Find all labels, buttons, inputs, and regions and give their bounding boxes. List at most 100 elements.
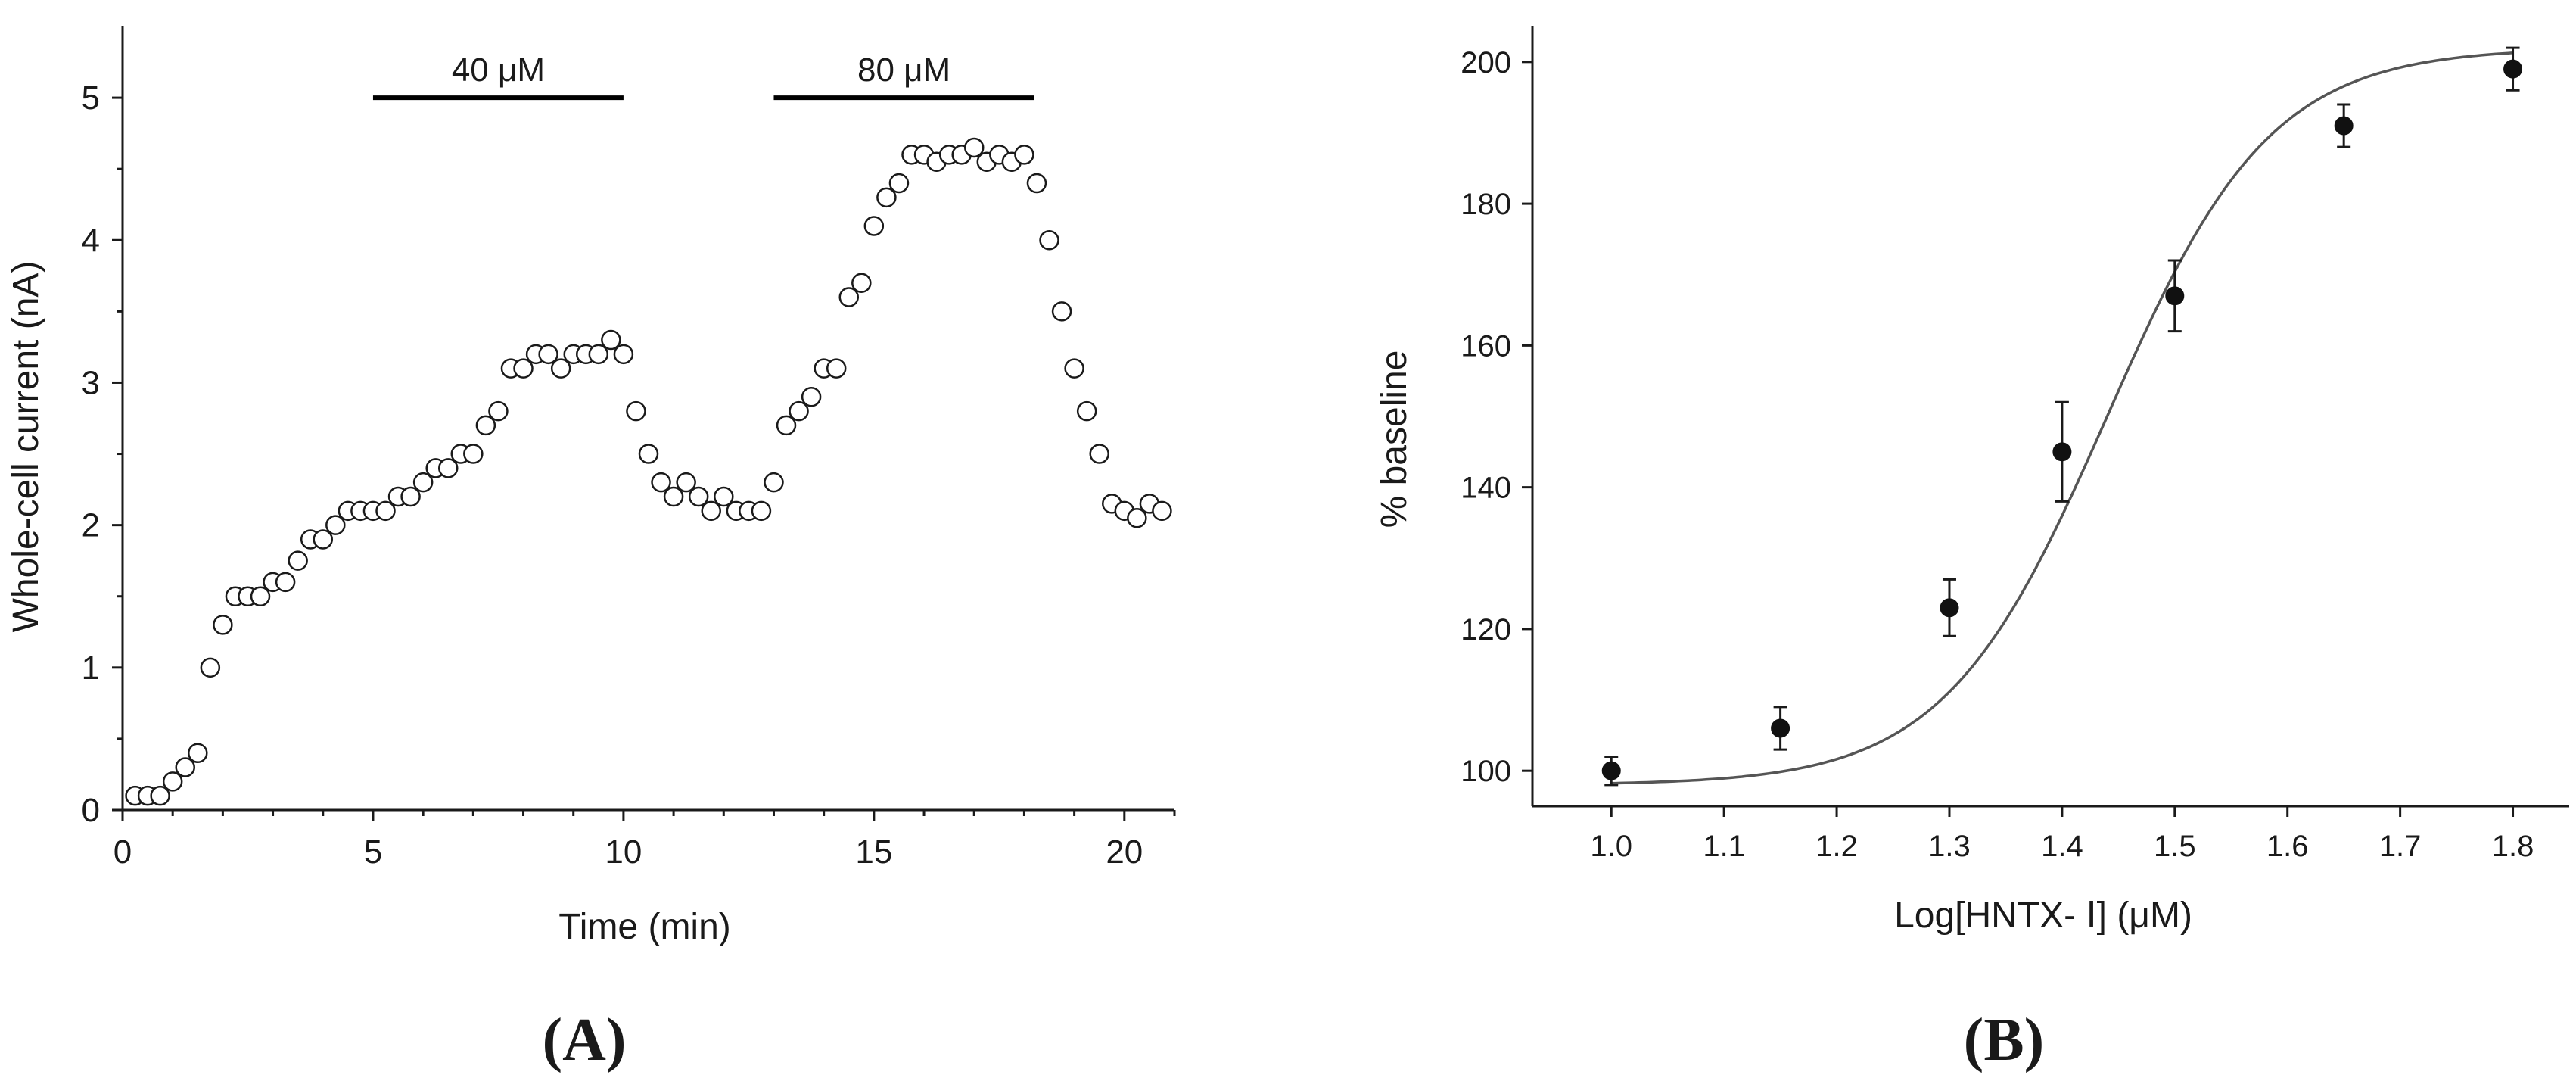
data-point: [1940, 598, 1959, 618]
data-point: [412, 472, 434, 493]
data-point: [888, 173, 910, 194]
panel-a-annotations: 40 μM 80 μM: [372, 51, 1034, 101]
panel-b-y-tick-label: 120: [1461, 613, 1511, 646]
panel-a-y-tick-label: 3: [82, 364, 100, 401]
data-point: [2334, 116, 2354, 136]
data-point: [1127, 507, 1147, 528]
panel-a-y-tick-label: 1: [82, 650, 100, 687]
data-point: [513, 358, 534, 379]
data-point: [1039, 230, 1059, 251]
panel-a-ticks: 0 5 10 15 20 0 1 2 3 4 5: [82, 79, 1176, 871]
concentration-label: 40 μM: [452, 51, 545, 89]
data-point: [638, 444, 659, 464]
data-point: [188, 743, 208, 763]
panel-a-y-tick-label: 5: [82, 79, 100, 117]
data-point: [1014, 145, 1034, 165]
data-point: [150, 785, 170, 806]
panel-b-label: (B): [1964, 1007, 2045, 1073]
panel-b-x-tick-label: 1.1: [1703, 830, 1745, 863]
data-point: [1152, 500, 1172, 522]
data-point: [1601, 761, 1621, 780]
panel-b-points: [1601, 59, 2523, 780]
panel-b-ticks: 1.0 1.1 1.2 1.3 1.4 1.5 1.6 1.7 1.8 100 120 140 160 1…: [1461, 46, 2534, 863]
concentration-label: 80 μM: [857, 51, 950, 89]
data-point: [764, 472, 784, 493]
data-point: [313, 529, 334, 550]
panel-b-y-tick-label: 180: [1461, 188, 1511, 221]
panel-b-fit-curve: [1611, 51, 2513, 785]
data-point: [714, 486, 734, 507]
data-point: [701, 500, 721, 522]
panel-a-x-tick-label: 20: [1106, 833, 1143, 871]
panel-a-y-tick-label: 2: [82, 507, 100, 544]
data-point: [601, 329, 621, 351]
data-point: [626, 400, 646, 422]
data-point: [651, 472, 671, 493]
data-point: [863, 216, 885, 236]
data-point: [375, 500, 396, 522]
panel-b-y-tick-label: 140: [1461, 472, 1511, 505]
data-point: [963, 137, 985, 158]
panel-b-y-tick-label: 160: [1461, 329, 1511, 363]
data-point: [801, 387, 822, 407]
panel-a-x-tick-label: 10: [605, 833, 642, 871]
panel-a-y-tick-label: 0: [82, 792, 100, 829]
panel-b-x-tick-label: 1.4: [2041, 830, 2083, 863]
panel-b-axes: [1531, 26, 2569, 808]
data-point: [876, 187, 897, 208]
panel-a-y-axis-label: Whole-cell current (nA): [6, 261, 46, 633]
data-point: [1026, 173, 1047, 194]
data-point: [400, 486, 421, 507]
panel-b-y-axis-label: % baseline: [1374, 351, 1414, 528]
data-point: [437, 458, 459, 478]
data-point: [2165, 286, 2185, 306]
data-point: [1089, 444, 1109, 464]
panel-b-x-tick-label: 1.7: [2379, 830, 2422, 863]
panel-b-y-tick-label: 100: [1461, 755, 1511, 788]
data-point: [538, 344, 558, 365]
panel-b-x-tick-label: 1.0: [1590, 830, 1632, 863]
data-point: [1076, 400, 1097, 422]
data-point: [751, 500, 772, 522]
data-point: [1064, 358, 1084, 379]
data-point: [776, 415, 797, 436]
data-point: [288, 550, 308, 571]
data-point: [275, 572, 296, 593]
panel-b-x-tick-label: 1.3: [1928, 830, 1971, 863]
panel-a-x-tick-label: 15: [855, 833, 892, 871]
data-point: [175, 757, 195, 777]
panel-a-label: (A): [542, 1007, 626, 1073]
data-point: [838, 287, 860, 307]
data-point: [325, 515, 346, 535]
data-point: [1051, 301, 1072, 322]
data-point: [2503, 59, 2523, 79]
panel-b-y-tick-label: 200: [1461, 46, 1511, 79]
panel-b-chart: 1.0 1.1 1.2 1.3 1.4 1.5 1.6 1.7 1.8 100 120 140 160 1…: [1374, 26, 2569, 1073]
panel-a-axes: [121, 26, 1174, 812]
panel-a-chart: 0 5 10 15 20 0 1 2 3 4 5 40 μM 80 μM Time (min) Who…: [6, 26, 1176, 1073]
data-point: [588, 344, 609, 365]
data-point: [676, 472, 696, 493]
data-point: [851, 273, 872, 293]
panel-b-x-tick-label: 1.2: [1815, 830, 1858, 863]
data-point: [250, 586, 271, 606]
panel-a-y-tick-label: 4: [82, 222, 100, 259]
data-point: [789, 400, 809, 422]
panel-a-x-tick-label: 5: [364, 833, 382, 871]
data-point: [162, 771, 183, 792]
data-point: [463, 444, 484, 464]
data-point: [200, 657, 221, 678]
panel-b-error-bars: [1604, 46, 2520, 787]
panel-b-x-axis-label: Log[HNTX- Ⅰ] (μM): [1894, 896, 2192, 936]
data-point: [663, 486, 684, 507]
data-point: [1771, 718, 1790, 738]
data-point: [613, 344, 634, 365]
panel-b-x-tick-label: 1.6: [2266, 830, 2309, 863]
panel-a-x-axis-label: Time (min): [558, 907, 731, 947]
panel-b-x-tick-label: 1.8: [2492, 830, 2534, 863]
data-point: [475, 415, 496, 436]
panel-a-x-tick-label: 0: [114, 833, 132, 871]
panel-b-x-tick-label: 1.5: [2154, 830, 2196, 863]
data-point: [213, 615, 233, 635]
data-point: [2052, 442, 2072, 462]
